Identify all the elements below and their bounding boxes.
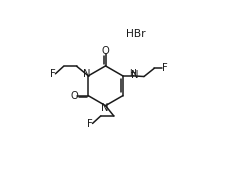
Text: F: F (50, 69, 56, 79)
Text: N: N (131, 70, 139, 80)
Text: F: F (87, 119, 93, 129)
Text: N: N (84, 69, 91, 79)
Text: HBr: HBr (126, 29, 145, 39)
Text: F: F (162, 63, 168, 73)
Text: N: N (101, 103, 108, 113)
Text: O: O (102, 46, 109, 56)
Text: O: O (70, 91, 78, 101)
Text: H: H (129, 69, 136, 78)
